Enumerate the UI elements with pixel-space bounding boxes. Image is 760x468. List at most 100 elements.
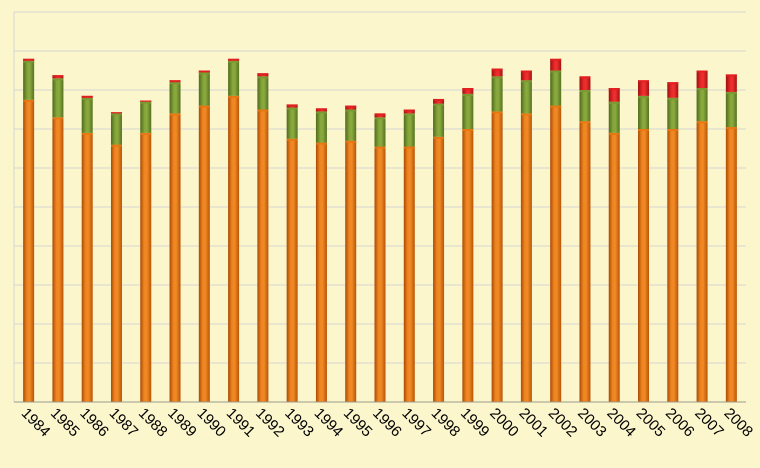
bar-segment-cap-red-1993 — [286, 104, 298, 107]
bar-segment-green-2003 — [579, 90, 591, 122]
bar-segment-cap-green-2002 — [550, 70, 562, 73]
bar-segment-cap-green-1997 — [403, 113, 415, 116]
bar-segment-cap-orange-1994 — [315, 142, 327, 145]
bar-segment-orange-2007 — [696, 121, 708, 402]
bar-segment-cap-green-1991 — [228, 60, 240, 63]
bar-segment-cap-green-2000 — [491, 76, 503, 79]
bar-segment-green-1988 — [140, 101, 152, 133]
bar-segment-cap-orange-1989 — [169, 113, 181, 116]
bar-segment-cap-orange-2000 — [491, 111, 503, 114]
bar-segment-green-2002 — [550, 70, 562, 106]
bar-segment-cap-green-2006 — [667, 97, 679, 100]
bar-segment-cap-red-2005 — [638, 80, 650, 83]
bar-segment-red-2006 — [667, 82, 679, 98]
bar-segment-cap-orange-2004 — [608, 132, 620, 135]
bar-segment-cap-orange-1991 — [228, 95, 240, 98]
bar-segment-cap-red-2002 — [550, 58, 562, 61]
x-tick-label-2006: 2006 — [662, 405, 698, 441]
x-tick-label-1998: 1998 — [428, 405, 464, 441]
bar-segment-green-2001 — [520, 80, 532, 114]
bar-segment-cap-red-1986 — [81, 95, 93, 98]
bar-segment-orange-1990 — [198, 105, 210, 402]
bar-segment-cap-red-1998 — [433, 98, 445, 101]
bar-segment-cap-red-2003 — [579, 76, 591, 79]
bar-segment-orange-1997 — [403, 146, 415, 402]
bar-segment-orange-2008 — [725, 127, 737, 403]
bar-segment-green-1997 — [403, 113, 415, 147]
bar-segment-red-1998 — [433, 98, 445, 104]
bar-segment-green-2000 — [491, 76, 503, 112]
bar-segment-green-1985 — [52, 78, 64, 118]
bar-segment-cap-green-1993 — [286, 107, 298, 110]
bar-segment-cap-orange-1988 — [140, 132, 152, 135]
bar-segment-orange-1984 — [23, 99, 35, 402]
bar-segment-cap-green-1984 — [23, 60, 35, 63]
x-tick-label-1991: 1991 — [223, 405, 259, 441]
x-tick-label-2007: 2007 — [691, 405, 727, 441]
bar-segment-green-1986 — [81, 97, 93, 133]
x-tick-label-1989: 1989 — [164, 405, 200, 441]
bar-segment-cap-green-1987 — [110, 113, 122, 116]
bar-segment-orange-2006 — [667, 129, 679, 402]
bar-segment-green-1984 — [23, 60, 35, 100]
bar-segment-cap-red-2006 — [667, 82, 679, 85]
bar-segment-cap-orange-1990 — [198, 105, 210, 108]
bar-segment-orange-2000 — [491, 111, 503, 402]
bar-segment-cap-orange-2008 — [725, 127, 737, 130]
bar-segment-cap-green-1988 — [140, 101, 152, 104]
bar-segment-orange-1996 — [374, 146, 386, 402]
bar-segment-cap-red-1999 — [462, 88, 474, 91]
bar-segment-cap-red-1994 — [315, 108, 327, 111]
bar-segment-cap-red-1997 — [403, 109, 415, 112]
bar-segment-cap-red-1984 — [23, 58, 35, 61]
bar-segment-green-1993 — [286, 107, 298, 139]
bar-segment-green-1999 — [462, 93, 474, 129]
bar-segment-cap-red-1992 — [257, 73, 269, 76]
bar-segment-green-1995 — [345, 109, 357, 141]
bar-segment-green-1998 — [433, 103, 445, 137]
bar-segment-cap-green-2004 — [608, 101, 620, 104]
bar-segment-orange-2002 — [550, 105, 562, 402]
x-tick-label-1992: 1992 — [252, 405, 288, 441]
bar-segment-cap-red-2001 — [520, 70, 532, 73]
bar-segment-red-2008 — [725, 74, 737, 92]
bar-segment-cap-red-2004 — [608, 88, 620, 91]
bar-segment-cap-orange-1998 — [433, 136, 445, 139]
x-tick-label-1990: 1990 — [193, 405, 229, 441]
bar-segment-orange-1994 — [315, 142, 327, 402]
bar-segment-cap-orange-1984 — [23, 99, 35, 102]
x-tick-label-1984: 1984 — [18, 405, 54, 441]
bar-segment-cap-red-1987 — [110, 112, 122, 114]
bar-segment-green-2007 — [696, 88, 708, 122]
bar-segment-orange-1989 — [169, 113, 181, 403]
bar-segment-cap-green-1994 — [315, 111, 327, 114]
bar-segment-orange-1985 — [52, 117, 64, 403]
bar-segment-cap-orange-2003 — [579, 121, 591, 124]
bar-segment-cap-green-2008 — [725, 91, 737, 94]
bar-segment-cap-red-2000 — [491, 68, 503, 71]
bar-segment-cap-orange-1999 — [462, 129, 474, 131]
bar-segment-cap-green-2001 — [520, 80, 532, 83]
bar-segment-cap-orange-1993 — [286, 138, 298, 141]
bar-segment-cap-red-1990 — [198, 70, 210, 73]
bar-segment-cap-red-1996 — [374, 113, 386, 116]
x-tick-label-1988: 1988 — [135, 405, 171, 441]
bar-segment-red-1999 — [462, 88, 474, 94]
bar-segment-orange-1987 — [110, 144, 122, 402]
bar-segment-green-1987 — [110, 113, 122, 145]
x-tick-label-1994: 1994 — [311, 405, 347, 441]
x-tick-label-1997: 1997 — [398, 405, 434, 441]
bar-segment-red-2000 — [491, 68, 503, 77]
bar-segment-orange-1999 — [462, 129, 474, 402]
bar-segment-red-2004 — [608, 88, 620, 102]
bar-segment-orange-2003 — [579, 121, 591, 402]
bar-segment-cap-orange-1997 — [403, 146, 415, 149]
bar-segment-cap-red-1989 — [169, 80, 181, 83]
bar-segment-orange-2004 — [608, 132, 620, 402]
bar-segment-cap-green-1989 — [169, 82, 181, 85]
bar-segment-red-2007 — [696, 70, 708, 89]
x-tick-label-1987: 1987 — [106, 405, 142, 441]
x-tick-label-1996: 1996 — [369, 405, 405, 441]
bar-segment-orange-1998 — [433, 136, 445, 403]
bar-segment-orange-1992 — [257, 109, 269, 402]
